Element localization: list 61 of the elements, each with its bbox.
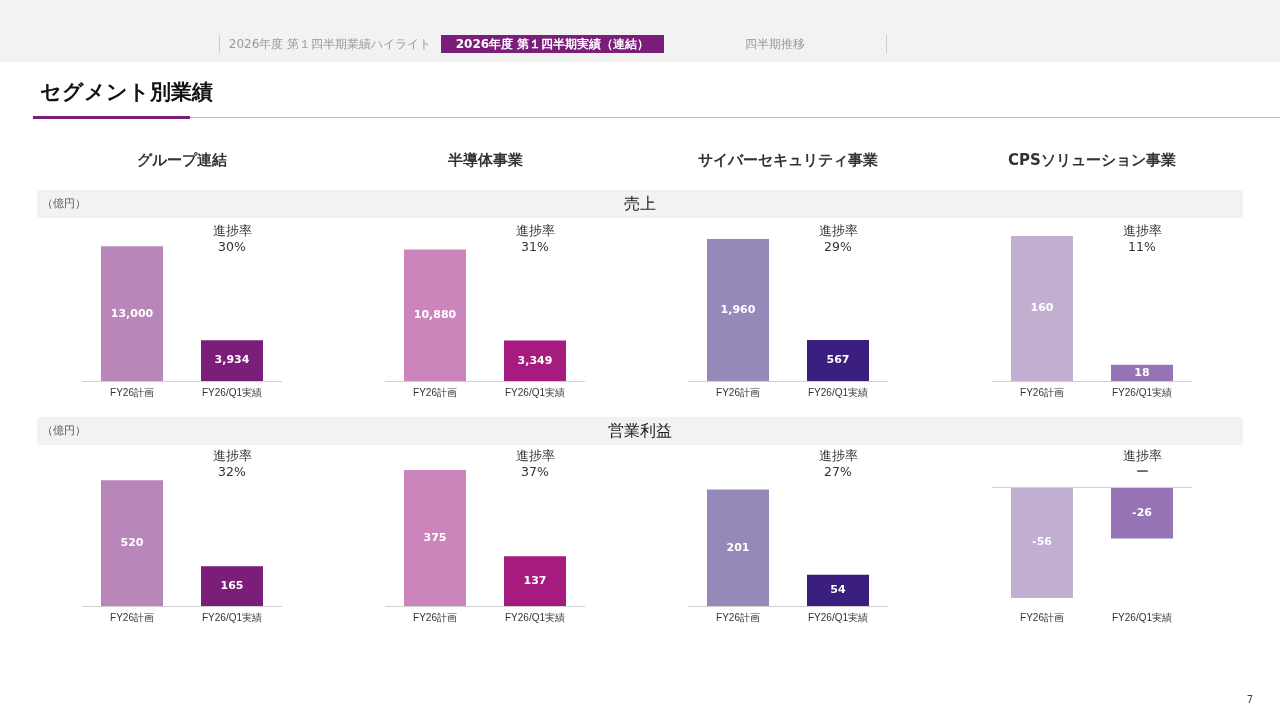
data-label: 520 — [120, 536, 144, 550]
data-label: 137 — [523, 574, 547, 588]
annotation: 進捗率 — [1121, 223, 1163, 239]
data-label: 3,349 — [517, 353, 553, 367]
annotation: 31% — [520, 239, 550, 255]
x-tick-label: FY26計画 — [110, 386, 154, 398]
x-tick-label: FY26/Q1実績 — [504, 611, 566, 623]
x-tick-label: FY26/Q1実績 — [201, 386, 263, 398]
text: 進捗率 — [817, 448, 859, 464]
x-tick-label: FY26計画 — [1020, 386, 1064, 398]
x-tick-label: FY26/Q1実績 — [1111, 386, 1173, 398]
text: 32% — [217, 464, 247, 480]
x-tick-label: FY26/Q1実績 — [807, 386, 869, 398]
chart-title: 半導体事業 — [446, 151, 524, 170]
x-tick-label: FY26/Q1実績 — [201, 611, 263, 623]
text: 2026年度 第１四半期業績ハイライト — [227, 36, 433, 53]
annotation: 11% — [1127, 239, 1157, 255]
annotation: 29% — [823, 239, 853, 255]
annotation: 30% — [217, 239, 247, 255]
data-label: -56 — [1032, 535, 1053, 549]
x-tick-label: FY26/Q1実績 — [807, 611, 869, 623]
data-label: 160 — [1030, 301, 1054, 315]
text: 営業利益 — [607, 420, 673, 442]
x-tick-label: FY26計画 — [413, 386, 457, 398]
data-label: 18 — [1134, 365, 1150, 379]
data-label: 3,934 — [214, 353, 250, 367]
text: 27% — [823, 464, 853, 480]
chart-title: グループ連結 — [136, 151, 228, 170]
data-label: 375 — [423, 530, 447, 544]
text: ー — [1134, 464, 1150, 480]
data-label: -26 — [1132, 505, 1153, 519]
text: 進捗率 — [1121, 448, 1163, 464]
x-tick-label: FY26計画 — [716, 611, 760, 623]
y-axis-title: （億円） — [42, 196, 86, 211]
data-label: 54 — [830, 583, 846, 597]
text: 7 — [1245, 694, 1255, 705]
chart-title: CPSソリューション事業 — [1007, 151, 1177, 170]
text: 四半期推移 — [744, 36, 806, 53]
annotation: 37% — [520, 464, 550, 480]
x-tick-label: FY26計画 — [413, 611, 457, 623]
data-label: 10,880 — [413, 308, 457, 322]
text: セグメント別業績 — [40, 79, 213, 106]
y-axis-title: （億円） — [42, 423, 86, 438]
x-tick-label: FY26計画 — [110, 611, 154, 623]
text: 売上 — [623, 193, 657, 215]
x-tick-label: FY26/Q1実績 — [504, 386, 566, 398]
data-label: 165 — [220, 578, 244, 592]
text: 進捗率 — [817, 223, 859, 239]
text: 進捗率 — [514, 223, 556, 239]
x-tick-label: FY26計画 — [1020, 611, 1064, 623]
chart-title: サイバーセキュリティ事業 — [697, 151, 879, 170]
text: 進捗率 — [211, 448, 253, 464]
x-tick-label: FY26計画 — [716, 386, 760, 398]
data-label: 201 — [726, 540, 750, 554]
data-label: 567 — [826, 353, 850, 367]
text: 進捗率 — [211, 223, 253, 239]
data-label: 1,960 — [720, 302, 756, 316]
text: 2026年度 第１四半期実績（連結） — [441, 35, 664, 53]
x-tick-label: FY26/Q1実績 — [1111, 611, 1173, 623]
data-label: 13,000 — [110, 306, 154, 320]
text: 進捗率 — [514, 448, 556, 464]
